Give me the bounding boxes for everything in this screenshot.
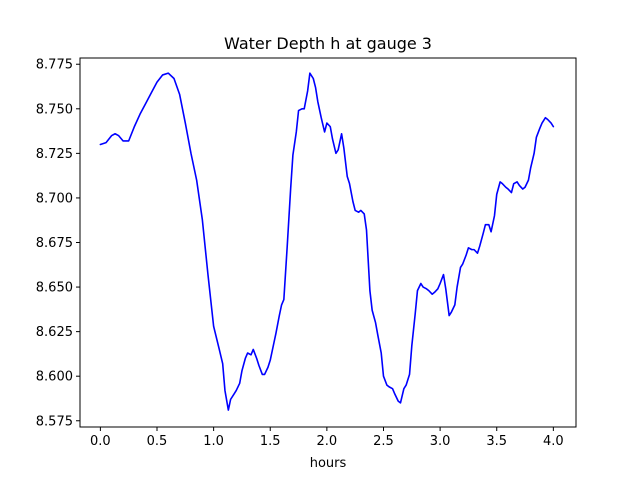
x-axis: 0.0 0.5 1.0 1.5 2.0 2.5 3.0 3.5 4.0 <box>90 427 564 449</box>
plot-frame <box>79 57 577 428</box>
x-tick-label: 3.0 <box>430 434 451 449</box>
x-tick-label: 2.5 <box>373 434 394 449</box>
y-tick-label: 8.650 <box>36 281 73 296</box>
y-tick-label: 8.600 <box>36 370 73 385</box>
y-tick-label: 8.775 <box>36 58 73 73</box>
x-tick-label: 1.5 <box>260 434 281 449</box>
y-tick-label: 8.700 <box>36 191 73 206</box>
x-tick-label: 1.0 <box>203 434 224 449</box>
chart-title: Water Depth h at gauge 3 <box>224 34 432 53</box>
y-tick-label: 8.725 <box>36 147 73 162</box>
x-tick-label: 0.0 <box>90 434 111 449</box>
y-axis: 8.575 8.600 8.625 8.650 8.675 8.700 8.725 8.750… <box>36 58 80 429</box>
x-tick-label: 3.5 <box>486 434 507 449</box>
x-tick-label: 0.5 <box>147 434 168 449</box>
x-tick-label: 4.0 <box>543 434 564 449</box>
series-line <box>99 72 555 411</box>
x-tick-label: 2.0 <box>317 434 338 449</box>
x-axis-label: hours <box>310 456 347 471</box>
y-tick-label: 8.625 <box>36 325 73 340</box>
y-tick-label: 8.750 <box>36 102 73 117</box>
y-tick-label: 8.675 <box>36 236 73 251</box>
plot-area <box>79 57 577 428</box>
y-tick-label: 8.575 <box>36 414 73 429</box>
